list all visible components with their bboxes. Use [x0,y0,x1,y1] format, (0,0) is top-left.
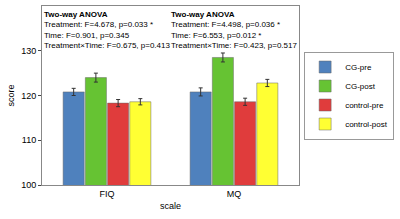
svg-text:score: score [6,84,16,106]
svg-text:FIQ: FIQ [100,189,115,199]
svg-text:130: 130 [21,46,36,56]
svg-text:scale: scale [160,201,181,211]
svg-text:control-pre: control-pre [345,101,384,110]
svg-text:Two-way ANOVATreatment: F=4.49: Two-way ANOVATreatment: F=4.498, p=0.036… [171,10,297,50]
svg-text:120: 120 [21,91,36,101]
svg-text:MQ: MQ [227,189,242,199]
svg-text:CG-pre: CG-pre [345,63,372,72]
svg-text:100: 100 [21,180,36,190]
svg-text:CG-post: CG-post [345,82,376,91]
svg-text:110: 110 [22,135,36,145]
svg-text:Two-way ANOVATreatment: F=4.67: Two-way ANOVATreatment: F=4.678, p=0.033… [44,10,170,50]
svg-text:control-post: control-post [345,120,388,129]
